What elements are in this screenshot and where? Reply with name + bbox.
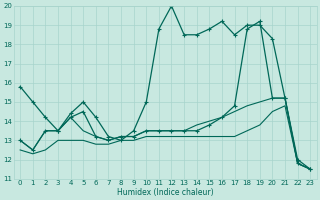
X-axis label: Humidex (Indice chaleur): Humidex (Indice chaleur) [117, 188, 213, 197]
